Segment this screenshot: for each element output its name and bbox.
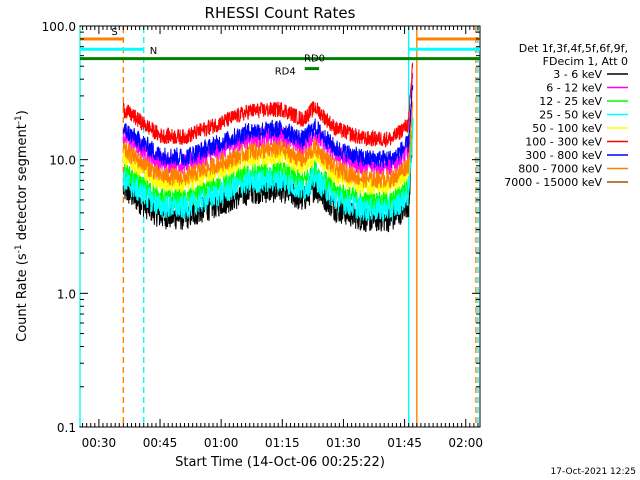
x-tick-label: 00:30 [82, 436, 117, 450]
legend-label: 300 - 800 keV [525, 149, 602, 162]
state-label-s: S [111, 27, 117, 38]
legend-header-line: Det 1f,3f,4f,5f,6f,9f, [519, 42, 628, 55]
state-label-rd0: RD0 [304, 54, 325, 65]
chart-title: RHESSI Count Rates [205, 4, 356, 22]
generation-timestamp: 17-Oct-2021 12:25 [551, 467, 636, 477]
legend-header-line: FDecim 1, Att 0 [543, 55, 628, 68]
series-group [122, 62, 414, 233]
y-axis: 0.1 1.0 10.0 100.0 [42, 20, 480, 435]
x-tick-label: 00:45 [143, 436, 178, 450]
y-tick-label: 10.0 [49, 154, 76, 168]
legend-label: 7000 - 15000 keV [504, 176, 602, 189]
vertical-markers [79, 27, 479, 426]
legend: Det 1f,3f,4f,5f,6f,9f,FDecim 1, Att 03 -… [504, 42, 628, 189]
legend-label: 100 - 300 keV [525, 136, 602, 149]
plot-area [79, 25, 481, 428]
y-axis-label: Count Rate (s-1 detector segment-1) [14, 110, 30, 342]
x-tick-label: 01:00 [204, 436, 239, 450]
y-tick-label: 1.0 [57, 287, 76, 301]
legend-label: 800 - 7000 keV [518, 163, 602, 176]
series-line-7 [122, 101, 414, 189]
y-axis-label-sup: -1 [14, 244, 24, 253]
legend-label: 50 - 100 keV [532, 122, 602, 135]
legend-label: 3 - 6 keV [553, 68, 602, 81]
y-axis-label-sup2: -1 [14, 115, 24, 124]
state-label-n: N [150, 46, 157, 57]
series-line-5 [122, 62, 414, 148]
x-axis: 00:30 00:45 01:00 01:15 01:30 01:45 02:00 [82, 26, 483, 450]
y-tick-label: 0.1 [57, 421, 76, 435]
x-tick-label: 01:30 [326, 436, 361, 450]
state-label-rd4: RD4 [275, 67, 296, 78]
legend-label: 25 - 50 keV [539, 109, 602, 122]
series-line-6 [122, 85, 414, 169]
x-tick-label: 02:00 [448, 436, 483, 450]
x-tick-label: 01:15 [265, 436, 300, 450]
y-tick-label: 100.0 [42, 20, 76, 34]
x-axis-label: Start Time (14-Oct-06 00:25:22) [175, 455, 385, 470]
y-axis-label-a: Count Rate (s [15, 253, 30, 342]
y-axis-label-c: ) [15, 110, 30, 115]
attenuator-bars: S N RD0 RD4 [80, 27, 480, 78]
legend-label: 12 - 25 keV [539, 95, 602, 108]
legend-label: 6 - 12 keV [546, 82, 602, 95]
y-axis-label-b: detector segment [15, 124, 30, 244]
x-tick-label: 01:45 [387, 436, 422, 450]
plot-frame [79, 25, 481, 428]
series-line-3 [122, 116, 414, 222]
